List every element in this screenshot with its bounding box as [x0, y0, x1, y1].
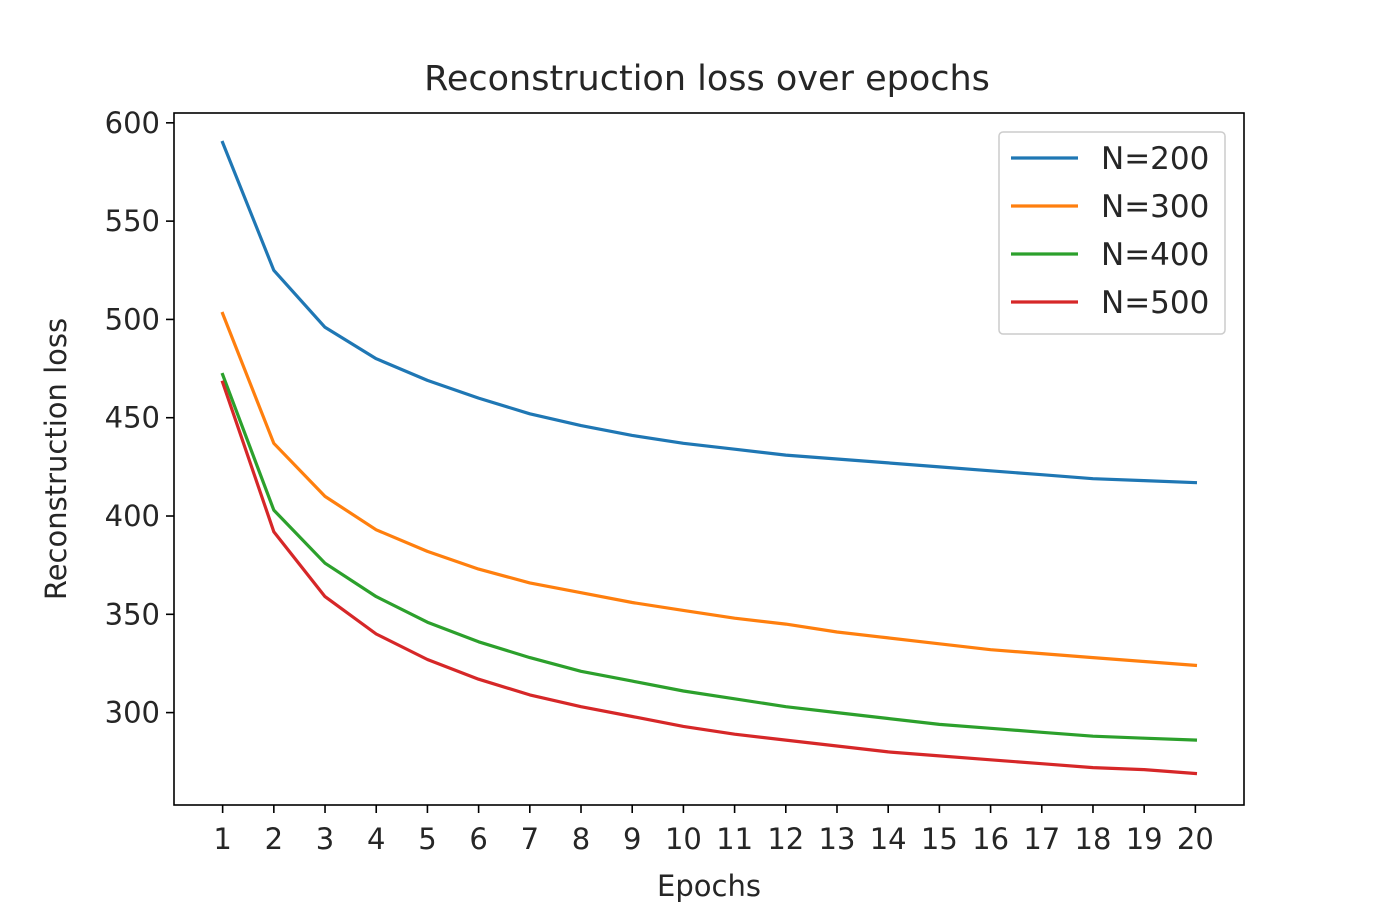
x-tick-label: 16	[972, 822, 1009, 856]
y-axis: 300 350 400 450 500 550 600	[105, 106, 174, 730]
y-tick-label: 300	[105, 696, 160, 730]
x-tick-label: 18	[1075, 822, 1112, 856]
legend-label: N=500	[1101, 285, 1209, 321]
x-tick-label: 7	[521, 822, 539, 856]
x-tick-label: 11	[716, 822, 753, 856]
x-tick-label: 4	[367, 822, 385, 856]
y-tick-label: 600	[105, 106, 160, 140]
y-axis-label: Reconstruction loss	[39, 318, 73, 600]
x-tick-label: 6	[469, 822, 487, 856]
x-tick-label: 17	[1023, 822, 1060, 856]
x-tick-label: 15	[921, 822, 958, 856]
legend-label: N=200	[1101, 141, 1209, 177]
y-tick-label: 400	[105, 499, 160, 533]
plot-area	[220, 140, 1198, 776]
chart-title: Reconstruction loss over epochs	[424, 59, 990, 99]
series-line-n-400	[220, 372, 1198, 742]
plot-frame	[173, 112, 1245, 806]
y-tick-label: 500	[105, 302, 160, 336]
legend: N=200 N=300 N=400 N=500	[998, 131, 1226, 335]
x-tick-label: 14	[870, 822, 907, 856]
legend-box	[998, 131, 1226, 335]
series-line-n-500	[220, 380, 1198, 776]
y-tick-label: 450	[105, 401, 160, 435]
y-tick-label: 350	[105, 597, 160, 631]
x-tick-label: 1	[213, 822, 231, 856]
x-tick-label: 13	[819, 822, 856, 856]
x-tick-label: 9	[623, 822, 641, 856]
x-tick-label: 5	[418, 822, 436, 856]
y-tick-label: 550	[105, 204, 160, 238]
x-tick-label: 12	[767, 822, 804, 856]
legend-label: N=400	[1101, 237, 1209, 273]
x-axis-label: Epochs	[657, 869, 761, 903]
x-tick-label: 10	[665, 822, 702, 856]
series-line-n-200	[220, 140, 1198, 485]
x-tick-label: 3	[316, 822, 334, 856]
legend-label: N=300	[1101, 189, 1209, 225]
x-tick-label: 19	[1126, 822, 1163, 856]
x-axis: 1 2 3 4 5 6 7 8 9 10 11 12 13 14 15 16 17 18 19 20	[213, 805, 1214, 856]
series-line-n-300	[220, 311, 1198, 668]
x-tick-label: 20	[1177, 822, 1214, 856]
x-tick-label: 2	[265, 822, 283, 856]
x-tick-label: 8	[572, 822, 590, 856]
